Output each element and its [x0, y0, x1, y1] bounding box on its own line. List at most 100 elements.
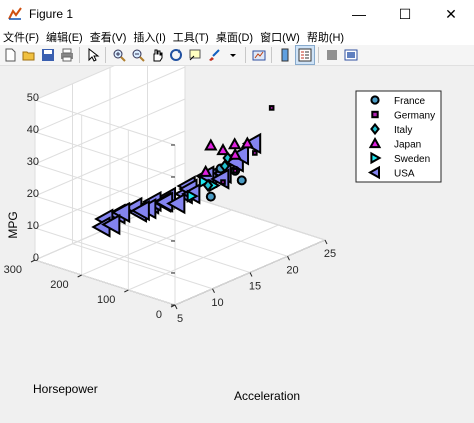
legend-marker-sweden: [370, 151, 382, 165]
x-tick-label: 5: [177, 313, 183, 325]
colorbar-icon[interactable]: [276, 46, 294, 64]
japan-marker: [240, 136, 255, 149]
close-button[interactable]: ✕: [445, 5, 457, 22]
grid-line: [34, 130, 186, 197]
save-icon[interactable]: [39, 46, 57, 64]
grid-line: [34, 66, 186, 133]
y-tick-label: 300: [4, 264, 22, 276]
zoom-in-icon[interactable]: [110, 46, 128, 64]
brush-icon[interactable]: [205, 46, 223, 64]
z-tick-label: 0: [33, 252, 39, 264]
toolbar-separator: [318, 47, 319, 63]
grid-line: [34, 259, 176, 306]
figure-canvas[interactable]: 5 10 15 20 25 0 100 200 300 0 10 20 30 40 50 MPG Horse…: [0, 34, 474, 420]
link-plot-icon[interactable]: [250, 46, 268, 64]
italy-marker: [222, 151, 233, 165]
z-tick-label: 10: [27, 220, 39, 232]
legend-label-italy: Italy: [394, 125, 412, 136]
z-tick-label: 20: [27, 188, 39, 200]
toolbar-separator: [245, 47, 246, 63]
z-axis-label: MPG: [6, 211, 20, 238]
usa-marker: [110, 201, 131, 224]
legend-marker-japan: [368, 136, 382, 149]
legend-icon[interactable]: [295, 45, 315, 65]
x-tick-label: 10: [211, 297, 223, 309]
menu-file[interactable]: 文件(F): [3, 31, 40, 44]
y-tick-label: 200: [50, 279, 68, 291]
grid-line: [72, 243, 213, 290]
x-tick-label: 20: [286, 264, 298, 276]
x-tick-mark: [249, 272, 253, 277]
pointer-icon[interactable]: [84, 46, 102, 64]
x-tick-mark: [287, 256, 290, 261]
x-tick-label: 25: [324, 248, 336, 260]
x-tick-mark: [324, 239, 328, 245]
zoom-out-icon[interactable]: [129, 46, 147, 64]
x-tick-mark: [174, 304, 178, 310]
legend-box: [355, 90, 442, 183]
data-cursor-icon[interactable]: [186, 46, 204, 64]
z-tick-label: 50: [27, 92, 39, 104]
grid-line: [34, 98, 186, 165]
y-axis-label: Horsepower: [33, 382, 98, 396]
germany-marker: [220, 179, 226, 185]
france-marker: [205, 191, 216, 202]
new-figure-icon[interactable]: [1, 46, 19, 64]
z-tick-label: 40: [27, 124, 39, 136]
y-tick-mark: [30, 259, 36, 263]
x-tick-mark: [212, 288, 215, 293]
legend-label-germany: Germany: [394, 111, 435, 122]
toolbar-separator: [79, 47, 80, 63]
japan-marker: [228, 147, 242, 160]
legend-marker-italy: [370, 122, 380, 136]
maximize-button[interactable]: ☐: [398, 5, 412, 22]
grid-line: [34, 99, 176, 146]
menu-insert[interactable]: 插入(I): [133, 31, 166, 44]
menu-desktop[interactable]: 桌面(D): [215, 31, 254, 44]
brush-dropdown-icon[interactable]: [224, 46, 242, 64]
y-tick-mark: [77, 274, 82, 278]
legend-label-japan: Japan: [394, 140, 421, 151]
menu-tools[interactable]: 工具(T): [172, 31, 209, 44]
legend-label-usa: USA: [394, 169, 415, 180]
grid-line: [128, 224, 279, 291]
open-file-icon[interactable]: [20, 46, 38, 64]
x-axis-label: Acceleration: [234, 389, 300, 403]
toolbar-separator: [271, 47, 272, 63]
menu-edit[interactable]: 编辑(E): [46, 31, 83, 44]
grid-line: [34, 131, 176, 178]
legend[interactable]: France Germany Italy Japan Sweden USA: [355, 90, 442, 183]
grid-line: [34, 162, 186, 229]
scatter3-plot[interactable]: 5 10 15 20 25 0 100 200 300 0 10 20 30 40 50 MPG Horse…: [0, 34, 474, 420]
grid-line: [184, 194, 326, 241]
germany-marker: [268, 105, 275, 111]
y-tick-label: 100: [97, 294, 115, 306]
menu-bar: 文件(F) 编辑(E) 查看(V) 插入(I) 工具(T) 桌面(D) 窗口(W…: [0, 28, 474, 45]
usa-marker: [101, 213, 121, 236]
grid-lines: [34, 34, 326, 306]
grid-line: [81, 209, 232, 276]
window-title: Figure 1: [29, 7, 74, 21]
menu-help[interactable]: 帮助(H): [306, 31, 345, 44]
legend-marker-usa: [367, 165, 380, 180]
legend-label-sweden: Sweden: [394, 154, 430, 165]
matlab-figure-icon: [7, 6, 23, 22]
y-tick-label: 0: [156, 309, 162, 321]
menu-window[interactable]: 窗口(W): [260, 31, 300, 44]
legend-label-france: France: [394, 96, 426, 107]
figure-toolbar: [0, 45, 474, 66]
germany-marker: [252, 150, 258, 156]
print-icon[interactable]: [58, 46, 76, 64]
show-plot-tools-icon[interactable]: [342, 46, 360, 64]
data-markers: [91, 105, 275, 238]
legend-marker-germany: [371, 110, 379, 119]
hide-plot-tools-icon[interactable]: [323, 46, 341, 64]
y-tick-mark: [124, 289, 129, 293]
minimize-button[interactable]: —: [352, 6, 366, 22]
italy-marker: [202, 178, 214, 193]
rotate-3d-icon[interactable]: [167, 46, 185, 64]
z-tick-label: 30: [27, 156, 39, 168]
pan-icon[interactable]: [148, 46, 166, 64]
menu-view[interactable]: 查看(V): [89, 31, 127, 44]
